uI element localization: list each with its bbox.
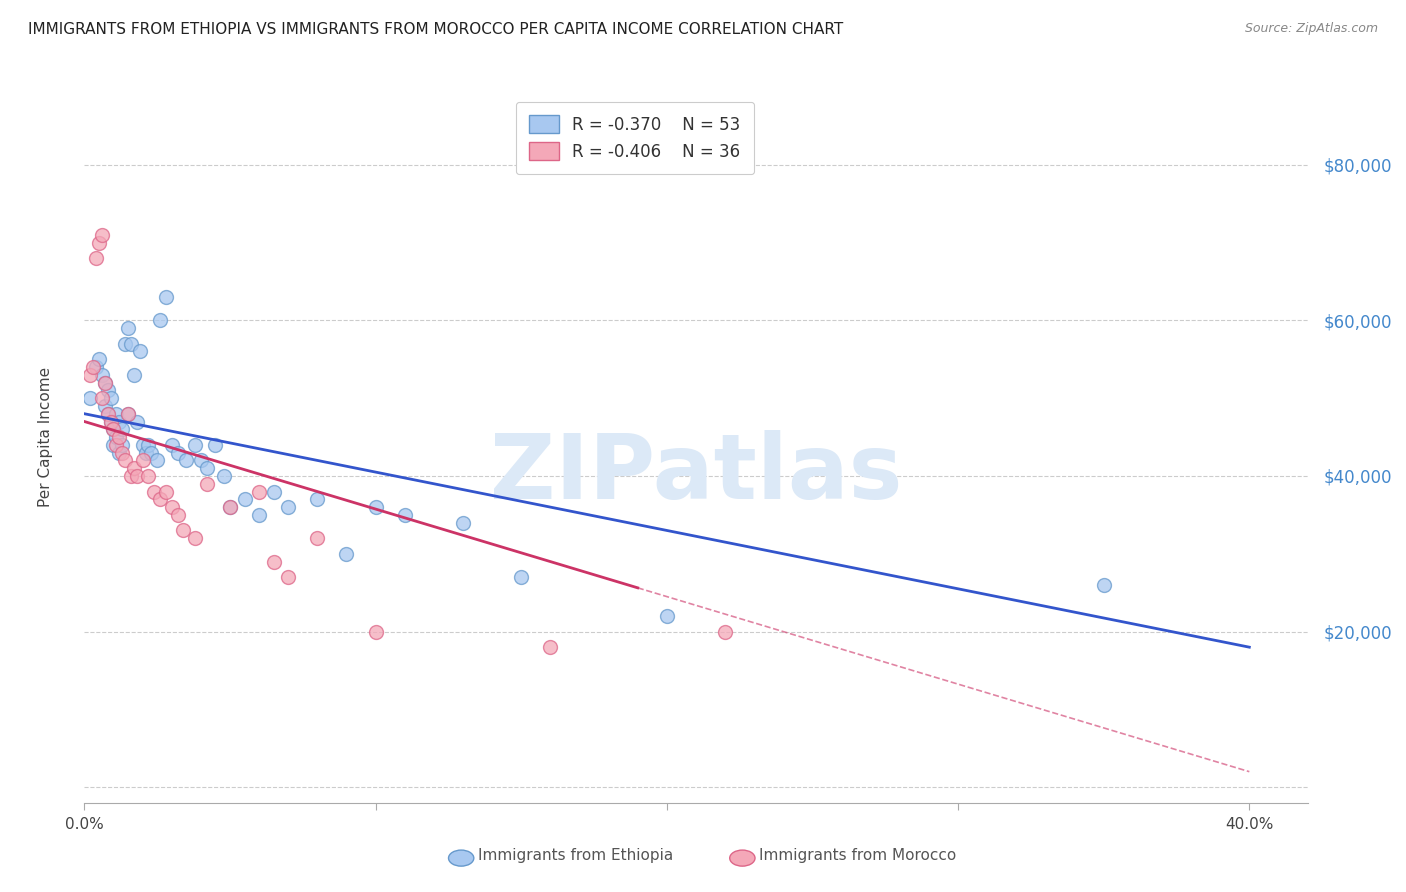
Point xyxy=(247,508,270,522)
Point xyxy=(122,461,145,475)
Point xyxy=(166,445,188,459)
Point xyxy=(103,422,125,436)
Legend: R = -0.370    N = 53, R = -0.406    N = 36: R = -0.370 N = 53, R = -0.406 N = 36 xyxy=(516,102,754,174)
Point xyxy=(155,484,177,499)
Point xyxy=(97,407,120,421)
Point xyxy=(84,251,107,265)
Point xyxy=(100,415,122,429)
Point xyxy=(138,438,160,452)
Point xyxy=(108,445,131,459)
Point xyxy=(247,484,270,499)
Point xyxy=(79,391,101,405)
Text: IMMIGRANTS FROM ETHIOPIA VS IMMIGRANTS FROM MOROCCO PER CAPITA INCOME CORRELATIO: IMMIGRANTS FROM ETHIOPIA VS IMMIGRANTS F… xyxy=(28,22,844,37)
Point xyxy=(135,445,157,459)
Point xyxy=(195,476,218,491)
Point xyxy=(128,344,150,359)
Point xyxy=(84,359,107,374)
Point xyxy=(117,321,139,335)
Point xyxy=(125,415,148,429)
Point xyxy=(190,453,212,467)
Point xyxy=(219,500,242,515)
Point xyxy=(82,359,104,374)
Point xyxy=(97,407,120,421)
Point xyxy=(120,336,142,351)
Point xyxy=(117,407,139,421)
Point xyxy=(111,422,134,436)
Point xyxy=(97,384,120,398)
Point xyxy=(114,453,136,467)
Point xyxy=(120,469,142,483)
Point xyxy=(184,438,207,452)
Point xyxy=(93,376,115,390)
Text: Source: ZipAtlas.com: Source: ZipAtlas.com xyxy=(1244,22,1378,36)
Point xyxy=(131,453,153,467)
Point xyxy=(212,469,235,483)
Point xyxy=(90,391,112,405)
Point xyxy=(219,500,242,515)
Point xyxy=(93,376,115,390)
Point xyxy=(204,438,226,452)
Point xyxy=(307,531,329,545)
Text: Per Capita Income: Per Capita Income xyxy=(38,367,52,508)
Point xyxy=(138,469,160,483)
Point xyxy=(125,469,148,483)
Point xyxy=(122,368,145,382)
Point xyxy=(184,531,207,545)
Point xyxy=(146,453,169,467)
Point xyxy=(277,570,299,584)
Text: Immigrants from Ethiopia: Immigrants from Ethiopia xyxy=(478,848,673,863)
Point xyxy=(114,336,136,351)
Point xyxy=(277,500,299,515)
Point xyxy=(131,438,153,452)
Point xyxy=(141,445,163,459)
Point xyxy=(195,461,218,475)
Point xyxy=(143,484,166,499)
Point xyxy=(93,399,115,413)
Point xyxy=(100,391,122,405)
Point xyxy=(111,438,134,452)
Point xyxy=(90,368,112,382)
Point xyxy=(538,640,561,655)
Text: ZIPatlas: ZIPatlas xyxy=(489,430,903,517)
Point xyxy=(103,422,125,436)
Point xyxy=(105,407,128,421)
Point xyxy=(263,484,285,499)
Point xyxy=(87,352,110,367)
Point xyxy=(335,547,357,561)
Point xyxy=(87,235,110,250)
Point xyxy=(79,368,101,382)
Point xyxy=(160,438,183,452)
Point xyxy=(263,555,285,569)
Point xyxy=(155,290,177,304)
Point xyxy=(108,415,131,429)
Point xyxy=(655,609,678,624)
Point xyxy=(364,624,387,639)
Point xyxy=(166,508,188,522)
Point xyxy=(172,524,194,538)
Point xyxy=(714,624,737,639)
Point xyxy=(105,430,128,444)
Point xyxy=(105,438,128,452)
Point xyxy=(149,313,172,327)
Point xyxy=(100,415,122,429)
Point xyxy=(307,492,329,507)
Point xyxy=(103,438,125,452)
Point xyxy=(1092,578,1115,592)
Point xyxy=(90,227,112,242)
Point xyxy=(111,445,134,459)
Point xyxy=(510,570,533,584)
Point xyxy=(233,492,256,507)
Point xyxy=(149,492,172,507)
Point xyxy=(451,516,474,530)
Point xyxy=(174,453,197,467)
Point xyxy=(117,407,139,421)
Point xyxy=(108,430,131,444)
Point xyxy=(394,508,416,522)
Point xyxy=(364,500,387,515)
Text: Immigrants from Morocco: Immigrants from Morocco xyxy=(759,848,956,863)
Point xyxy=(160,500,183,515)
